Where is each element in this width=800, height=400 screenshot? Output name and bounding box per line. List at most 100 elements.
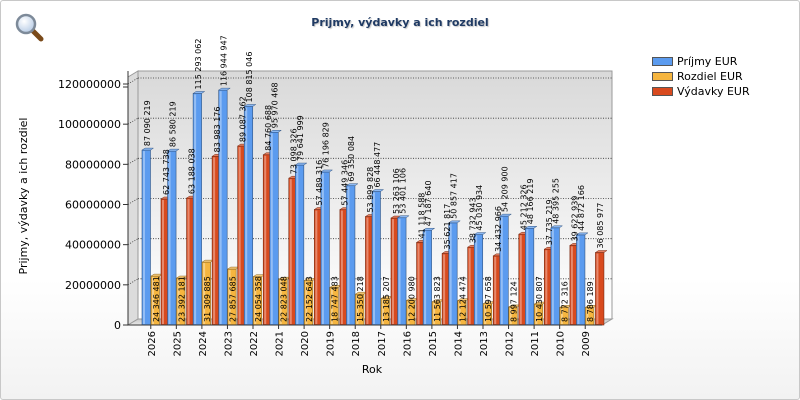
bar-highlight: [296, 166, 299, 324]
data-label-prijmy: 53 401 106: [398, 168, 407, 214]
legend-label-vydavky: Výdavky EUR: [677, 85, 750, 98]
data-label-vydavky: 34 432 966: [494, 206, 503, 252]
data-label-prijmy: 95 970 468: [271, 82, 280, 128]
gridline-side: [127, 157, 139, 165]
bar-top: [524, 226, 538, 229]
bar-top: [320, 169, 334, 173]
bar-highlight: [264, 155, 267, 324]
gridline-side: [127, 77, 139, 85]
data-label-prijmy: 86 580 219: [168, 101, 177, 147]
data-label-vydavky: 36 085 977: [596, 203, 605, 249]
data-label-vydavky: 39 622 939: [571, 196, 580, 242]
bar-highlight: [560, 308, 563, 324]
bar-top: [594, 250, 608, 253]
bar-highlight: [238, 147, 241, 324]
bar-highlight: [219, 91, 222, 325]
x-axis-title: Rok: [362, 363, 383, 376]
bar-highlight: [245, 107, 248, 324]
x-tick-label: 2016: [402, 331, 413, 356]
gridline-side: [127, 238, 139, 246]
x-tick-label: 2021: [275, 331, 286, 356]
data-label-rozdiel: 8 772 316: [561, 281, 570, 322]
y-tick-label: 60000000: [65, 199, 121, 212]
data-label-rozdiel: 10 597 658: [484, 276, 493, 322]
bar-highlight: [433, 302, 436, 324]
bar-prijmy: [575, 232, 589, 326]
x-tick-label: 2014: [453, 331, 464, 356]
x-tick-label: 2026: [147, 331, 158, 356]
legend: Príjmy EUR Rozdiel EUR Výdavky EUR: [652, 54, 750, 99]
data-label-prijmy: 69 350 084: [347, 136, 356, 182]
chart-title: Prijmy, výdavky a ich rozdiel: [311, 16, 489, 29]
bar-prijmy: [498, 213, 513, 326]
data-label-vydavky: 53 263 106: [392, 168, 401, 214]
data-label-rozdiel: 12 124 474: [458, 276, 467, 322]
data-label-prijmy: 66 448 477: [373, 142, 382, 188]
bar-highlight: [373, 192, 375, 324]
bar-highlight: [168, 152, 171, 324]
y-tick-label: 120000000: [58, 78, 121, 91]
data-label-rozdiel: 10 430 807: [535, 276, 544, 322]
x-tick-label: 2017: [377, 331, 388, 356]
data-label-vydavky: 89 087 362: [238, 96, 247, 142]
data-label-vydavky: 41 118 588: [417, 193, 426, 239]
data-label-vydavky: 73 098 326: [290, 128, 299, 174]
bar-highlight: [321, 172, 324, 324]
bar-highlight: [468, 248, 471, 324]
data-label-rozdiel: 8 997 124: [510, 281, 519, 322]
data-label-prijmy: 48 166 219: [526, 178, 535, 224]
y-axis-title: Prijmy, výdavky a ich rozdiel: [17, 118, 30, 275]
x-tick-label: 2022: [249, 331, 260, 356]
bar-highlight: [228, 270, 231, 324]
bar-highlight: [347, 186, 350, 324]
bar-highlight: [577, 235, 580, 324]
bar-highlight: [417, 243, 420, 324]
bar-highlight: [305, 281, 308, 324]
legend-swatch-rozdiel: [652, 72, 673, 81]
data-label-prijmy: 54 209 900: [501, 166, 510, 212]
bar-highlight: [392, 219, 394, 324]
x-tick-label: 2013: [479, 331, 490, 356]
bar-highlight: [213, 157, 216, 324]
bar-highlight: [545, 250, 548, 324]
bar-highlight: [382, 299, 384, 324]
bar-highlight: [500, 217, 503, 324]
x-tick-label: 2011: [530, 331, 541, 356]
bar-top: [473, 232, 487, 235]
bar-top: [550, 225, 564, 229]
legend-item-prijmy: Príjmy EUR: [652, 54, 750, 69]
bar-top: [371, 189, 385, 192]
data-label-vydavky: 62 743 738: [162, 149, 171, 195]
data-label-vydavky: 38 732 943: [468, 197, 477, 243]
data-label-vydavky: 57 449 346: [341, 160, 350, 206]
bar-top: [447, 220, 461, 224]
magnifier-icon[interactable]: [14, 12, 44, 42]
bar-highlight: [475, 235, 478, 324]
data-label-prijmy: 50 857 417: [449, 173, 458, 219]
bar-top: [575, 232, 589, 236]
plot-side-wall: [127, 70, 139, 326]
y-tick-label: 80000000: [65, 158, 121, 171]
data-label-prijmy: 87 090 219: [143, 100, 152, 146]
data-label-prijmy: 44 872 166: [577, 185, 586, 231]
bar-highlight: [162, 199, 164, 324]
legend-swatch-prijmy: [652, 57, 673, 66]
data-label-rozdiel: 23 392 181: [177, 276, 186, 322]
legend-swatch-vydavky: [652, 87, 673, 96]
data-label-prijmy: 47 187 640: [424, 180, 433, 226]
x-tick-label: 2012: [505, 331, 516, 356]
bar-highlight: [443, 254, 446, 324]
legend-label-prijmy: Príjmy EUR: [677, 55, 738, 68]
bar-highlight: [407, 301, 410, 324]
bar-top: [396, 215, 410, 219]
bar-highlight: [570, 246, 573, 324]
bar-rozdiel: [533, 301, 547, 326]
bar-highlight: [424, 231, 427, 324]
data-label-vydavky: 84 760 688: [264, 105, 273, 151]
data-label-prijmy: 108 815 046: [245, 52, 254, 103]
data-label-vydavky: 83 983 176: [213, 107, 222, 153]
bar-highlight: [551, 228, 554, 324]
bar-rozdiel: [584, 305, 598, 326]
data-label-prijmy: 45 030 934: [475, 185, 484, 231]
